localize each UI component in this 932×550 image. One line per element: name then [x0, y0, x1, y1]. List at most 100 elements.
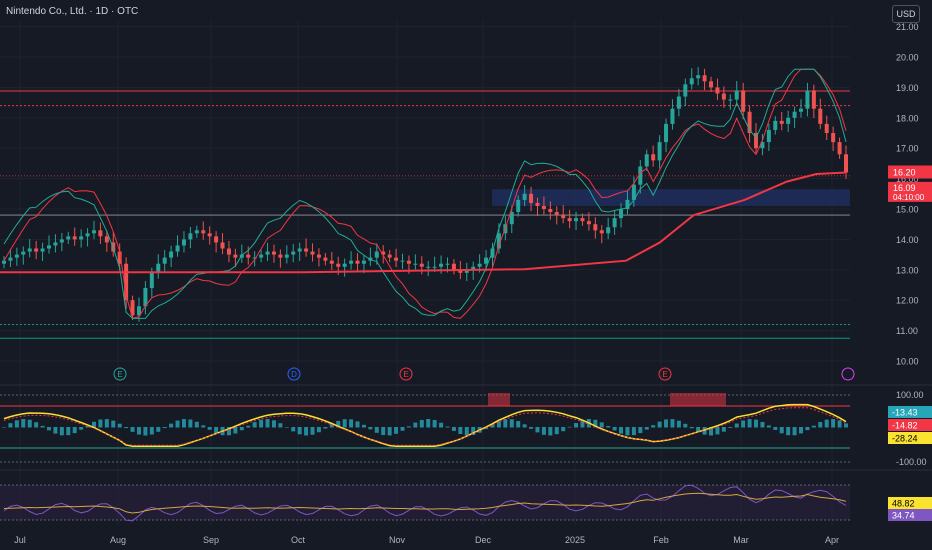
- macd-hist-bar: [374, 427, 379, 433]
- currency-button[interactable]: USD: [892, 5, 920, 23]
- candle: [773, 120, 778, 130]
- macd-hist-bar: [207, 427, 212, 430]
- time-tick-label: Mar: [733, 535, 749, 545]
- macd-hist-bar: [169, 423, 174, 428]
- macd-hist-bar: [451, 427, 456, 431]
- candle: [580, 218, 585, 222]
- candle: [220, 242, 225, 249]
- candle: [471, 266, 476, 270]
- macd-hist-bar: [548, 427, 553, 436]
- macd-hist-bar: [27, 419, 32, 428]
- price-tick-label: 20.00: [896, 53, 919, 63]
- macd-hist-bar: [766, 425, 771, 428]
- macd-hist-bar: [747, 419, 752, 428]
- candle: [400, 260, 405, 262]
- macd-hist-bar: [104, 419, 109, 428]
- candle: [586, 221, 591, 225]
- macd-hist-bar: [40, 425, 45, 428]
- macd-hist-bar: [580, 420, 585, 428]
- macd-hist-bar: [406, 426, 411, 428]
- macd-hist-bar: [355, 421, 360, 428]
- macd-hist-bar: [432, 420, 437, 428]
- candle: [477, 263, 482, 267]
- macd-hist-bar: [34, 422, 39, 428]
- macd-hist-bar: [143, 427, 148, 436]
- candle: [747, 111, 752, 133]
- macd-hist-bar: [496, 421, 501, 428]
- candle: [818, 108, 823, 124]
- macd-hist-bar: [503, 419, 508, 428]
- macd-hist-bar: [194, 421, 199, 428]
- macd-hist-bar: [824, 419, 829, 428]
- rsi-average-line: [3, 492, 847, 514]
- candle: [805, 90, 810, 109]
- time-tick-label: Feb: [653, 535, 669, 545]
- macd-hist-bar: [72, 427, 77, 434]
- candle: [439, 263, 444, 267]
- candle: [548, 209, 553, 213]
- macd-hist-bar: [831, 419, 836, 428]
- candle: [824, 123, 829, 133]
- candle: [336, 263, 341, 267]
- candle: [779, 120, 784, 124]
- macd-hist-bar: [239, 427, 244, 431]
- macd-hist-bar: [696, 427, 701, 432]
- macd-value-tag: [888, 419, 932, 431]
- candle: [567, 218, 572, 222]
- time-tick-label: Sep: [203, 535, 219, 545]
- candle: [445, 263, 450, 265]
- oscillator-line: [3, 68, 847, 319]
- candle: [361, 260, 366, 264]
- candle: [188, 233, 193, 240]
- candle: [631, 184, 636, 200]
- macd-hist-bar: [162, 427, 167, 429]
- macd-hist-bar: [522, 424, 527, 428]
- chart-title: Nintendo Co., Ltd. · 1D · OTC: [6, 6, 139, 17]
- candle: [702, 75, 707, 82]
- candle: [464, 269, 469, 273]
- candle: [831, 133, 836, 143]
- macd-hist-bar: [715, 427, 720, 435]
- macd-hist-bar: [567, 426, 572, 428]
- macd-hist-bar: [400, 427, 405, 431]
- event-label: E: [662, 370, 667, 379]
- macd-hist-bar: [844, 423, 848, 428]
- macd-hist-bar: [361, 424, 366, 428]
- macd-hist-bar: [419, 419, 424, 428]
- candle: [593, 224, 598, 231]
- candle: [214, 236, 219, 243]
- macd-hist-bar: [14, 420, 19, 428]
- macd-hist-bar: [676, 420, 681, 428]
- macd-value-tag: [888, 432, 932, 444]
- candle: [194, 230, 199, 234]
- candle: [169, 251, 174, 258]
- macd-hist-bar: [259, 419, 264, 428]
- macd-value-label: -28.24: [892, 434, 918, 444]
- candle: [162, 257, 167, 264]
- candle: [683, 84, 688, 97]
- candle: [8, 257, 13, 261]
- rsi-value-label: 48.82: [892, 499, 915, 509]
- moving-average-line: [0, 171, 847, 274]
- macd-ob-zone: [670, 393, 726, 406]
- candle: [561, 215, 566, 219]
- macd-hist-bar: [683, 423, 688, 428]
- candle: [233, 254, 238, 258]
- macd-hist-bar: [387, 427, 392, 436]
- macd-hist-bar: [271, 420, 276, 428]
- time-tick-label: 2025: [565, 535, 585, 545]
- macd-hist-bar: [156, 427, 161, 432]
- macd-tick-label: 100.00: [896, 390, 924, 400]
- macd-hist-bar: [181, 419, 186, 428]
- candle: [98, 230, 103, 237]
- macd-hist-bar: [329, 424, 334, 428]
- price-tick-label: 21.00: [896, 22, 919, 32]
- price-tick-label: 17.00: [896, 144, 919, 154]
- macd-hist-bar: [792, 427, 797, 436]
- candle: [91, 230, 96, 234]
- rsi-value-tag: [888, 497, 932, 509]
- candle: [766, 129, 771, 143]
- candle: [496, 233, 501, 249]
- macd-hist-bar: [284, 427, 289, 428]
